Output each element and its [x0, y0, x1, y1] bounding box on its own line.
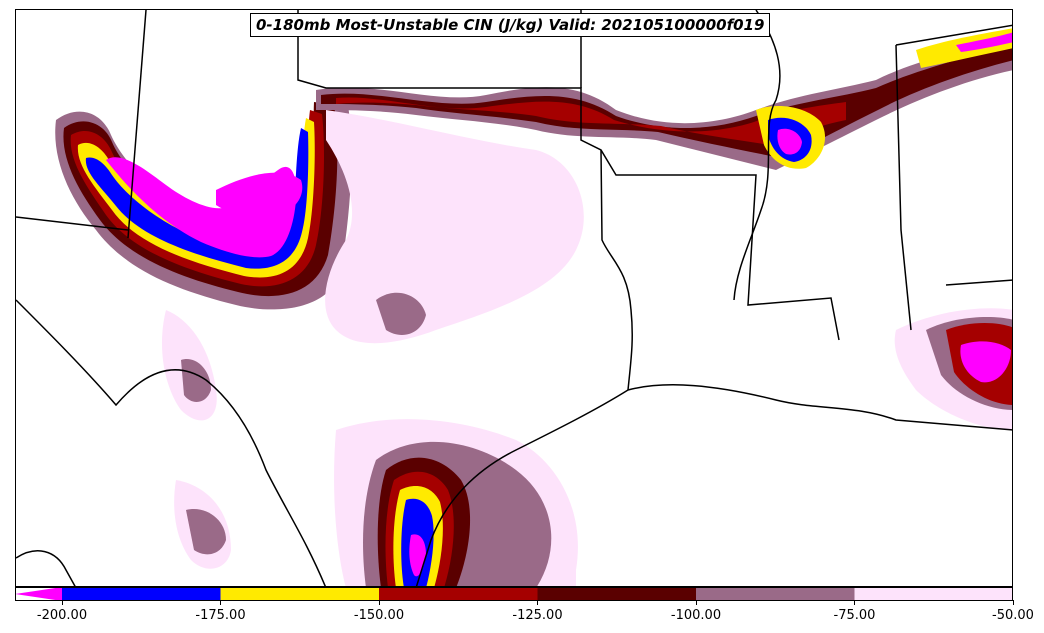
colorbar-tick-mark [61, 600, 63, 605]
colorbar-bin-3 [537, 587, 696, 601]
colorbar-extend-low [15, 587, 62, 601]
colorbar-bin-5 [854, 587, 1013, 601]
map-title: 0-180mb Most-Unstable CIN (J/kg) Valid: … [250, 13, 771, 37]
colorbar-bin-0 [62, 587, 221, 601]
colorbar-tick-label: -100.00 [670, 608, 722, 623]
colorbar-tick-mark [537, 600, 538, 605]
boundaries [16, 10, 1012, 586]
colorbar-tick-mark [378, 600, 380, 605]
colorbar-bin-1 [220, 587, 379, 601]
colorbar-tick-label: -175.00 [195, 608, 246, 623]
colorbar-tick-label: -75.00 [833, 608, 876, 623]
colorbar-bin-4 [696, 587, 855, 601]
colorbar-tick-label: -50.00 [992, 608, 1034, 623]
cin-contours-west [55, 90, 352, 310]
cin-map [16, 10, 1012, 586]
colorbar-tick-label: -200.00 [36, 608, 88, 623]
colorbar-tick-mark [220, 600, 221, 605]
cin-contours-north [316, 28, 1012, 170]
colorbar-tick-mark [1012, 600, 1014, 605]
colorbar-bin-2 [379, 587, 538, 601]
map-panel [15, 9, 1013, 587]
colorbar-tick-label: -125.00 [512, 608, 563, 623]
colorbar-tick-mark [695, 600, 697, 605]
cin-contours-mauve [181, 292, 1012, 586]
colorbar [15, 587, 1013, 601]
colorbar-tick-mark [854, 600, 855, 605]
cin-contours-southtx [377, 323, 1012, 586]
colorbar-tick-label: -150.00 [353, 608, 405, 623]
